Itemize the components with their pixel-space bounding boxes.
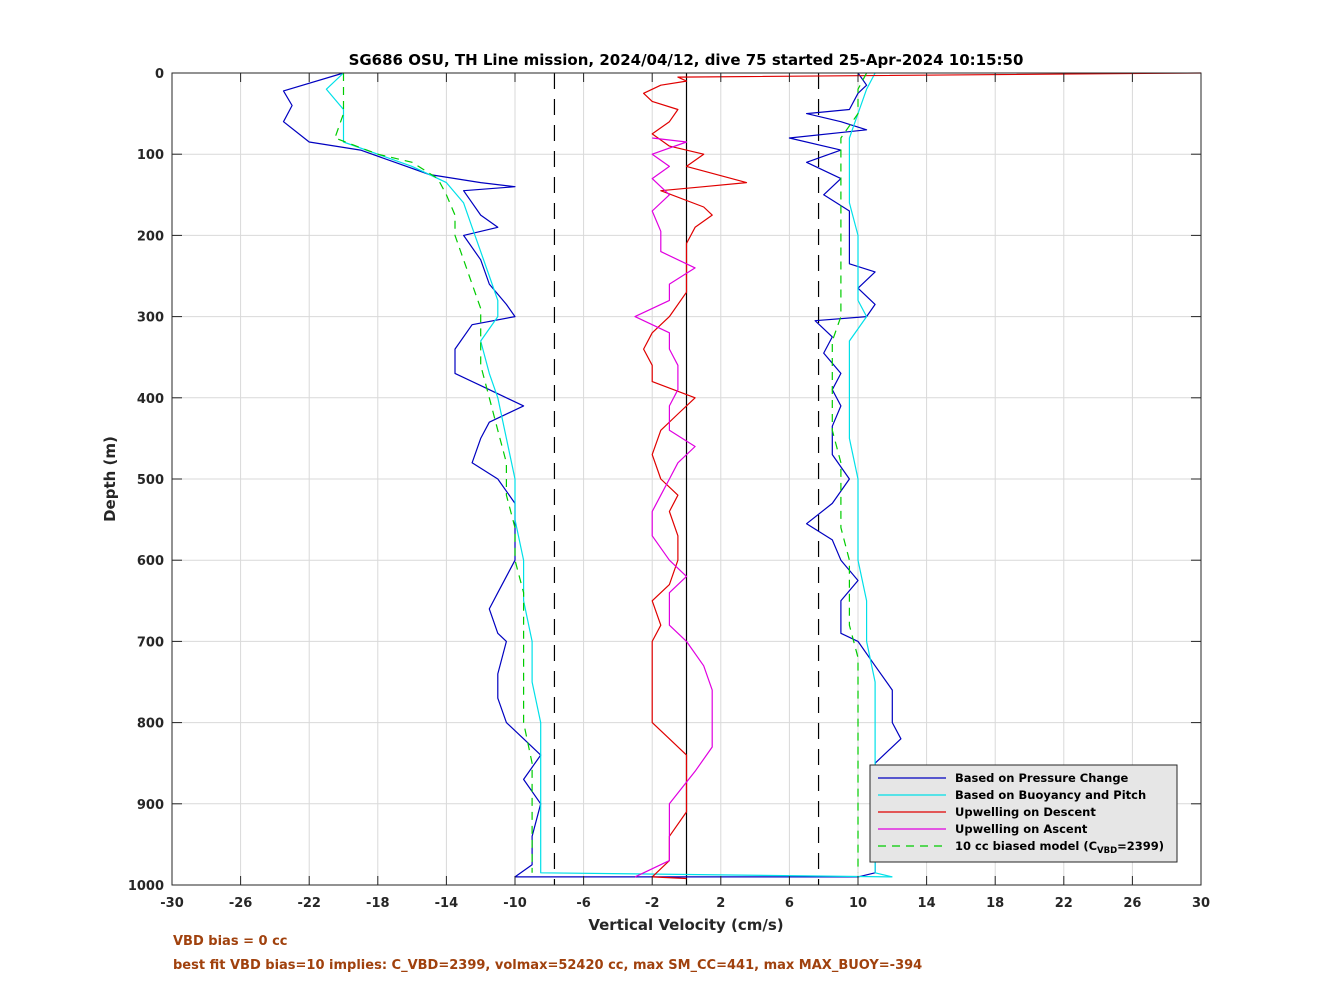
- y-tick-label: 400: [137, 392, 164, 407]
- series-line: [642, 72, 1202, 880]
- y-axis-label: Depth (m): [101, 436, 119, 522]
- x-tick-label: 2: [716, 896, 725, 911]
- chart-title: SG686 OSU, TH Line mission, 2024/04/12, …: [349, 51, 1024, 69]
- x-tick-label: -30: [160, 896, 184, 911]
- series-line: [788, 72, 902, 878]
- y-tick-label: 600: [137, 554, 164, 569]
- x-tick-label: 22: [1055, 896, 1073, 911]
- series-line: [831, 72, 868, 873]
- x-tick-label: -14: [435, 896, 459, 911]
- y-tick-label: 300: [137, 311, 164, 326]
- legend-label: 10 cc biased model (CVBD=2399): [955, 839, 1164, 856]
- x-tick-label: -22: [297, 896, 321, 911]
- y-tick-label: 700: [137, 635, 164, 650]
- legend-label: Based on Pressure Change: [955, 771, 1129, 785]
- x-tick-label: 30: [1192, 896, 1210, 911]
- series-line: [334, 73, 533, 873]
- y-tick-label: 1000: [128, 879, 164, 894]
- x-tick-label: 6: [785, 896, 794, 911]
- series-line: [848, 72, 893, 878]
- y-tick-label: 800: [137, 717, 164, 732]
- series-line: [282, 72, 858, 878]
- y-tick-label: 0: [155, 67, 164, 82]
- vbd-bias-note: VBD bias = 0 cc: [173, 934, 288, 949]
- legend-label: Upwelling on Descent: [955, 805, 1096, 819]
- series-line: [634, 137, 713, 878]
- x-tick-label: -18: [366, 896, 390, 911]
- legend: Based on Pressure Change Based on Buoyanc…: [869, 764, 1178, 863]
- x-tick-label: -6: [576, 896, 590, 911]
- series-line: [325, 72, 893, 878]
- y-tick-label: 100: [137, 148, 164, 163]
- reference-lines: [553, 73, 820, 885]
- axis-ticks: -30 -26 -22 -18 -14 -10 -6 -2 2 6 10 14 18 22 26 300100…: [128, 67, 1210, 911]
- x-tick-label: -10: [503, 896, 527, 911]
- x-tick-label: 14: [918, 896, 936, 911]
- series-layer: [282, 72, 1202, 880]
- x-tick-label: -2: [645, 896, 659, 911]
- y-tick-label: 500: [137, 473, 164, 488]
- x-tick-label: 18: [986, 896, 1004, 911]
- y-tick-label: 900: [137, 798, 164, 813]
- x-tick-label: -26: [229, 896, 253, 911]
- legend-label: Based on Buoyancy and Pitch: [955, 788, 1146, 802]
- best-fit-note: best fit VBD bias=10 implies: C_VBD=2399…: [173, 958, 923, 973]
- x-tick-label: 10: [849, 896, 867, 911]
- x-axis-label: Vertical Velocity (cm/s): [588, 916, 783, 934]
- y-tick-label: 200: [137, 229, 164, 244]
- legend-label: Upwelling on Ascent: [955, 822, 1088, 836]
- x-tick-label: 26: [1123, 896, 1141, 911]
